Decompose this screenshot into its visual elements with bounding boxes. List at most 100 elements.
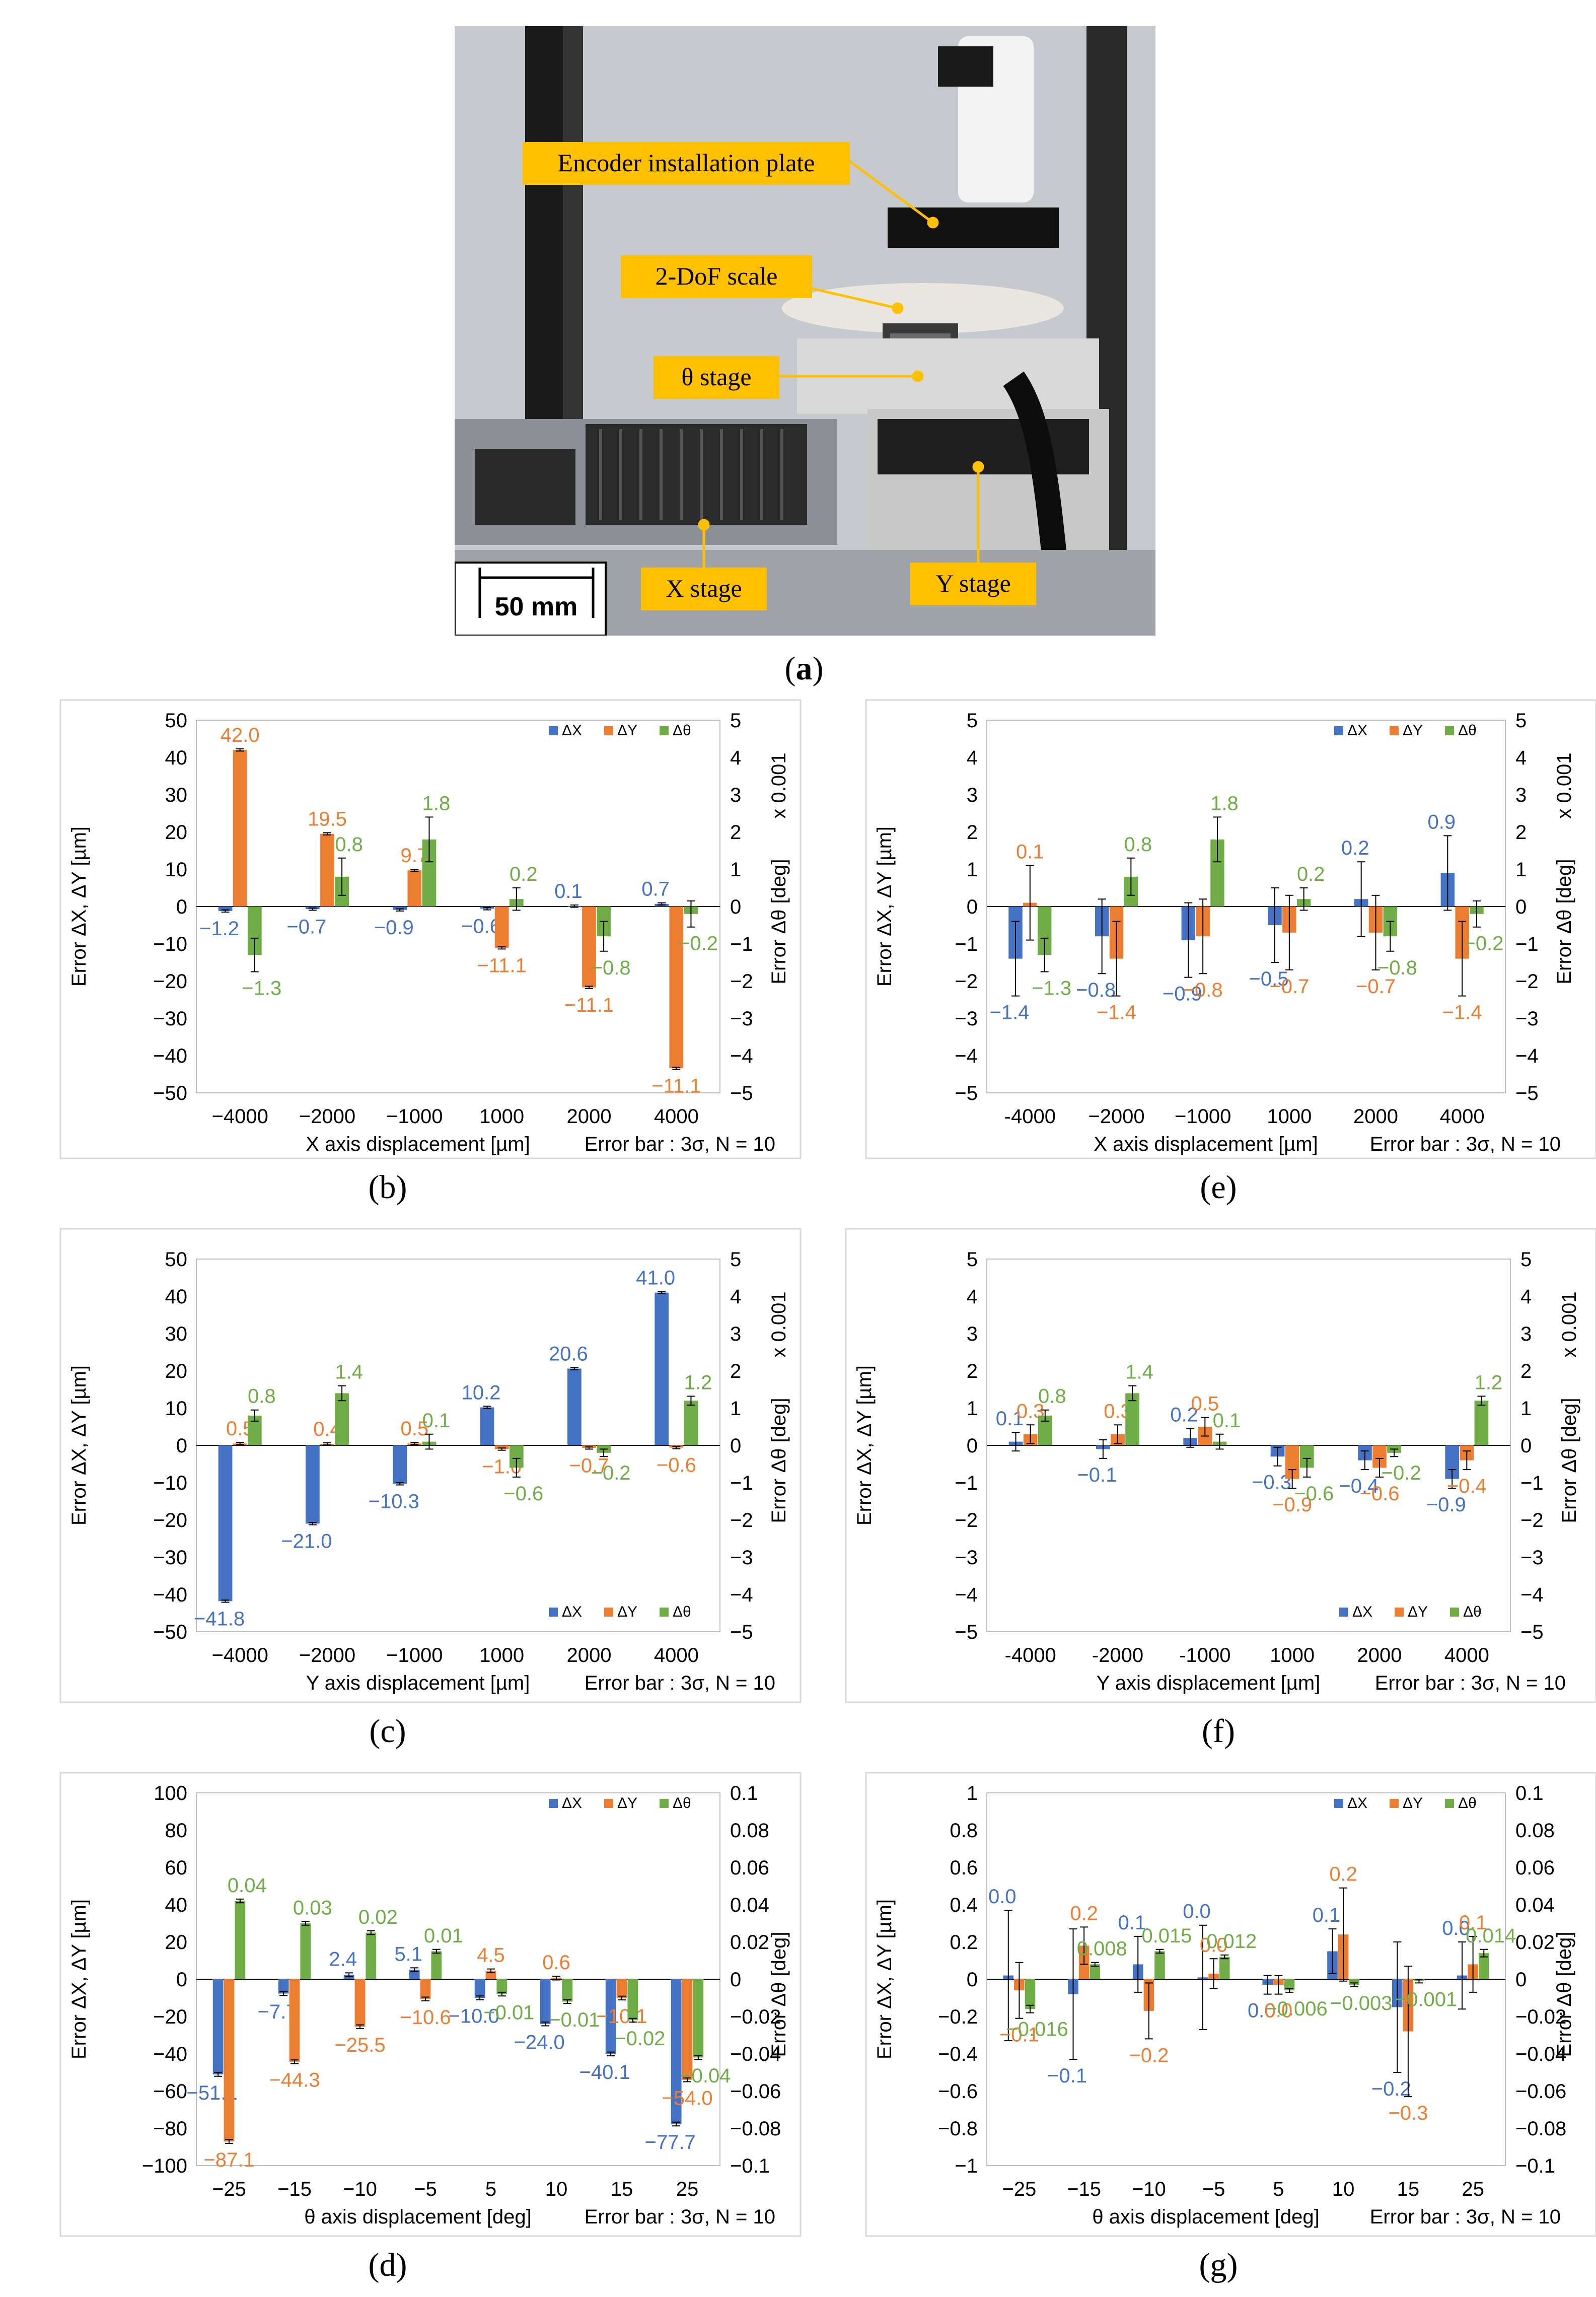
- y2-tick-label: −2: [1520, 1509, 1544, 1532]
- y2-tick-label: 0: [730, 896, 741, 918]
- x-tick-label: 25: [676, 2178, 699, 2200]
- y2-tick-label: 0.02: [730, 1931, 769, 1954]
- y-tick-label: 0: [176, 896, 187, 918]
- svg-text:2-DoF scale: 2-DoF scale: [656, 262, 778, 290]
- data-label-dy: −11.1: [477, 954, 527, 977]
- y-tick-label: −40: [153, 1045, 187, 1067]
- data-label-dth: 0.02: [358, 1906, 398, 1928]
- data-label-dy: 0.2: [1329, 1863, 1357, 1886]
- bar-dth: [1025, 1979, 1036, 2009]
- y2-tick-label: −5: [1520, 1621, 1544, 1643]
- data-label-dth: 0.1: [422, 1410, 451, 1432]
- data-label-dth: −0.04: [680, 2065, 731, 2087]
- x-tick-label: −10: [1132, 2178, 1166, 2200]
- x-tick-label: -2000: [1092, 1644, 1143, 1666]
- data-label-dx: 10.2: [462, 1381, 501, 1404]
- y2-tick-label: −0.1: [730, 2155, 770, 2177]
- data-label-dy: −0.4: [1447, 1475, 1487, 1497]
- data-label-dx: −0.5: [1249, 968, 1289, 990]
- data-label-dx: −1.4: [990, 1002, 1030, 1024]
- y2-tick-label: 4: [1515, 747, 1527, 769]
- data-label-dth: 1.8: [1210, 792, 1239, 814]
- y-tick-label: 0: [967, 1969, 978, 1991]
- x-tick-label: −1000: [1175, 1105, 1231, 1128]
- legend-swatch: [1390, 726, 1399, 735]
- y2-tick-label: 2: [1515, 821, 1527, 844]
- data-label-dth: −0.8: [1377, 957, 1417, 979]
- x-tick-label: 25: [1462, 2178, 1484, 2200]
- x-tick-label: 10: [545, 2178, 568, 2200]
- chart-frame: [59, 699, 802, 1159]
- bar-dy: [582, 907, 596, 988]
- y-tick-label: −50: [153, 1621, 187, 1643]
- x-tick-label: 2000: [567, 1644, 612, 1666]
- data-label-dth: 1.2: [684, 1371, 712, 1394]
- data-label-dx: 41.0: [636, 1267, 675, 1289]
- y2-multiplier: x 0.001: [1558, 1291, 1580, 1357]
- y2-tick-label: −4: [1520, 1584, 1544, 1606]
- bar-dy: [669, 907, 684, 1069]
- bar-dy: [289, 1979, 300, 2062]
- y-tick-label: 20: [165, 821, 188, 844]
- y2-tick-label: 3: [1520, 1323, 1532, 1345]
- data-label-dth: 0.01: [424, 1925, 463, 1947]
- y-tick-label: −80: [153, 2118, 187, 2140]
- bar-dx: [409, 1970, 420, 1979]
- y2-tick-label: −5: [1515, 1082, 1539, 1104]
- x-tick-label: −1000: [386, 1105, 443, 1128]
- x-tick-label: −15: [1067, 2178, 1101, 2200]
- bar-dth: [496, 1979, 507, 1994]
- bar-dth: [1349, 1979, 1360, 1985]
- chart-f: 5 4 3 2 1 0 −1 −2 −3 −4 −5 5 4 3 2 1 0 −1 −2 −3 −4 −5 Error ΔX…: [845, 1228, 1596, 1703]
- data-label-dy: −11.1: [564, 994, 614, 1016]
- y-tick-label: −0.8: [938, 2118, 978, 2140]
- x-tick-label: 5: [485, 2178, 496, 2200]
- y-tick-label: 50: [165, 710, 188, 732]
- data-label-dy: 0.5: [401, 1418, 429, 1440]
- x-axis-label: θ axis displacement [deg]: [1092, 2206, 1319, 2228]
- data-label-dth: −0.016: [1006, 2018, 1068, 2041]
- y-tick-label: 1: [967, 1398, 978, 1420]
- data-label-dth: 0.014: [1466, 1925, 1516, 1947]
- legend-label: Δθ: [1463, 1604, 1482, 1620]
- y2-tick-label: −0.02: [1515, 2006, 1566, 2028]
- y-tick-label: 0: [176, 1435, 187, 1457]
- label-x-stage: X stage: [641, 568, 767, 610]
- chart-e: 5 4 3 2 1 0 −1 −2 −3 −4 −5 5 4 3 2 1 0 −1 −2 −3 −4 −5 Error ΔX…: [865, 699, 1596, 1159]
- y-tick-label: −1: [955, 933, 978, 955]
- y2-tick-label: 3: [1515, 784, 1527, 806]
- bar-dth: [300, 1923, 311, 1979]
- y2-tick-label: −4: [1515, 1045, 1539, 1067]
- data-label-dth: −0.01: [549, 2009, 600, 2031]
- chart-frame: [59, 1772, 802, 2237]
- bar-dth: [431, 1951, 442, 1979]
- data-label-dy: −1.4: [1097, 1002, 1136, 1024]
- x-tick-label: 4000: [654, 1644, 699, 1666]
- x-tick-label: -4000: [1004, 1105, 1056, 1128]
- y2-axis-label: Error Δθ [deg]: [1553, 859, 1575, 984]
- y-tick-label: −20: [153, 970, 187, 993]
- y-tick-label: −20: [153, 2006, 187, 2028]
- y2-tick-label: 1: [730, 1398, 741, 1420]
- y2-tick-label: −0.04: [730, 2043, 781, 2065]
- y-tick-label: 5: [967, 1248, 978, 1271]
- y2-tick-label: −3: [730, 1547, 753, 1569]
- y2-tick-label: 2: [730, 821, 741, 844]
- y-axis-label: Error ΔX, ΔY [µm]: [68, 826, 90, 987]
- y2-tick-label: 0.1: [730, 1782, 758, 1804]
- y-tick-label: 60: [165, 1857, 188, 1879]
- x-axis-label: Y axis displacement [µm]: [1097, 1672, 1321, 1694]
- y-axis-label: Error ΔX, ΔY [µm]: [68, 1365, 90, 1525]
- y-tick-label: −0.4: [938, 2043, 978, 2065]
- data-label-dx: 0.9: [1428, 811, 1456, 833]
- y2-tick-label: −1: [1520, 1472, 1544, 1494]
- y-tick-label: 2: [967, 821, 978, 844]
- data-label-dy: 19.5: [308, 808, 347, 830]
- bar-dy: [320, 833, 334, 907]
- label-encoder-plate: Encoder installation plate: [523, 142, 850, 185]
- legend-swatch: [604, 726, 613, 735]
- bar-dx: [218, 907, 233, 911]
- y-tick-label: 0.2: [950, 1931, 978, 1954]
- svg-text:X stage: X stage: [666, 574, 742, 602]
- data-label-dy: −0.7: [569, 1454, 609, 1477]
